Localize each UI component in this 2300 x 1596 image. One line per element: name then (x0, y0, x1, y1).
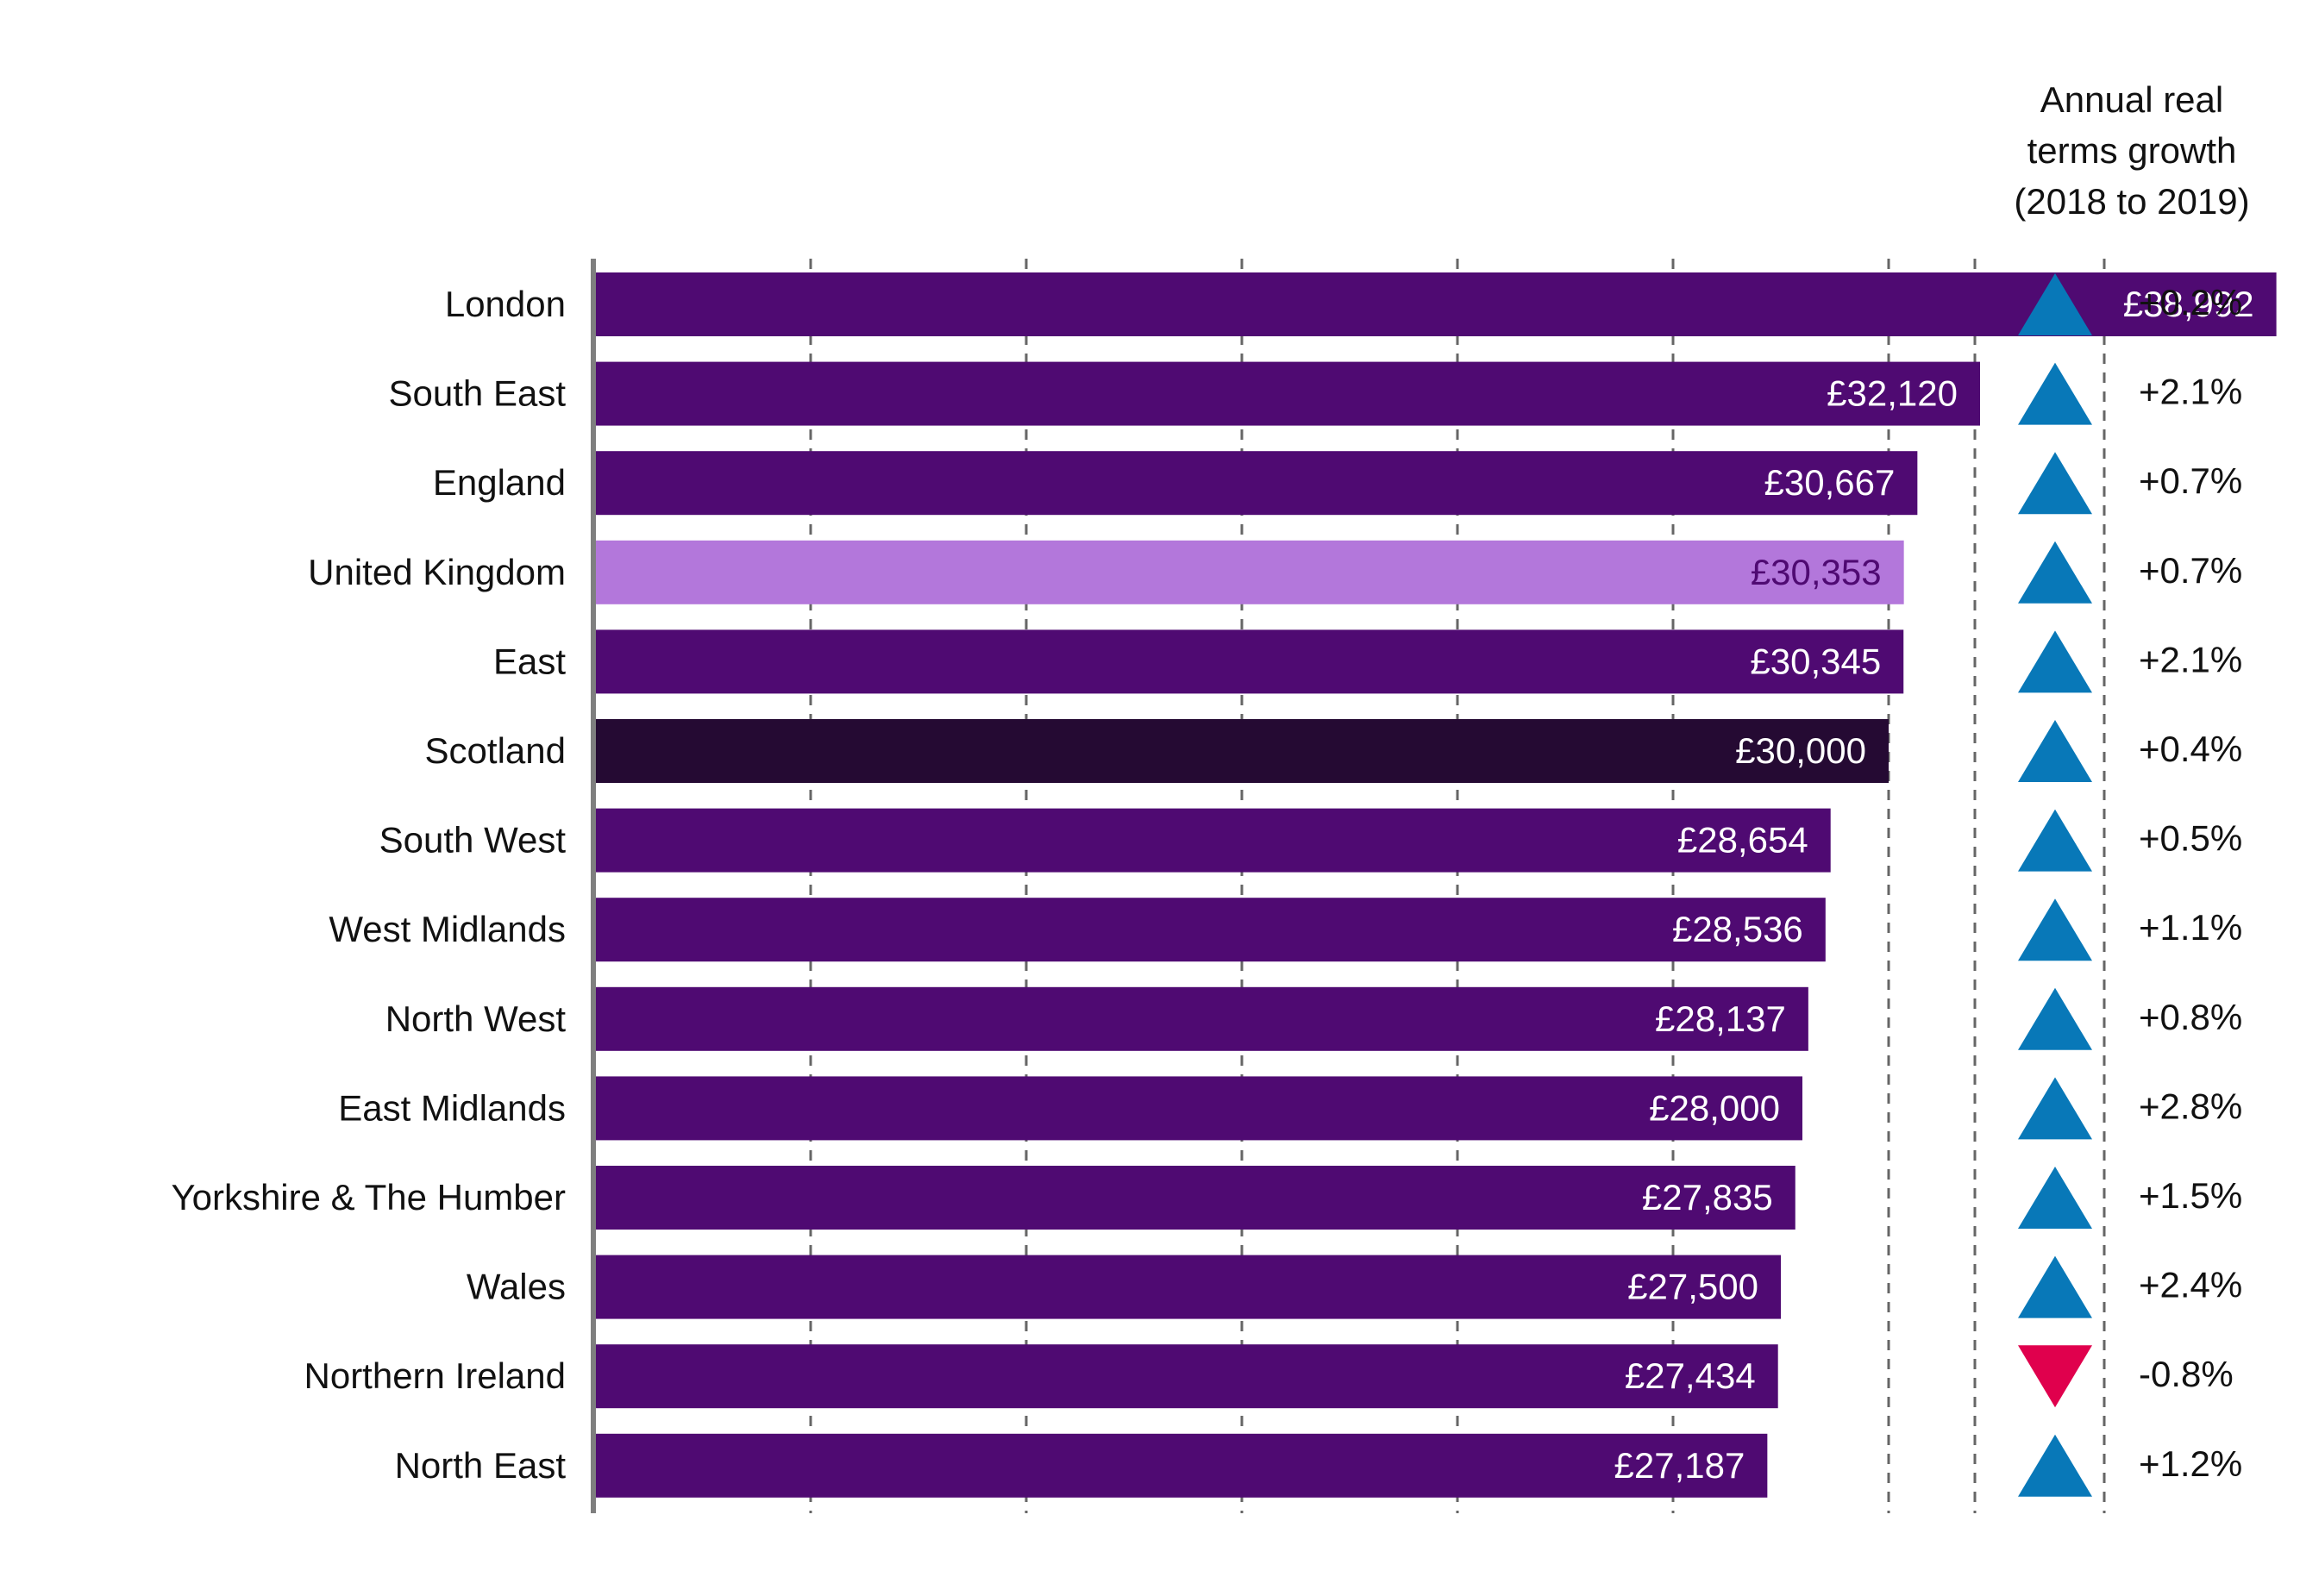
category-label-england: England (433, 462, 566, 503)
up-triangle-icon-south-east (2018, 362, 2092, 425)
down-triangle-icon-northern-ireland (2018, 1345, 2092, 1408)
category-label-east-midlands: East Midlands (338, 1087, 566, 1128)
up-triangle-icon-north-east (2018, 1434, 2092, 1497)
growth-label-south-east: +2.1% (2139, 372, 2242, 412)
value-label-south-east: £32,120 (1827, 373, 1958, 414)
value-label-england: £30,667 (1764, 462, 1896, 503)
bar-north-west (595, 986, 1808, 1051)
value-label-south-west: £28,654 (1677, 820, 1808, 861)
growth-label-england: +0.7% (2139, 460, 2242, 501)
bar-northern-ireland (595, 1344, 1778, 1409)
up-triangle-icon-south-west (2018, 809, 2092, 872)
category-label-north-east: North East (395, 1445, 567, 1486)
up-triangle-icon-united-kingdom (2018, 541, 2092, 604)
value-label-east-midlands: £28,000 (1649, 1087, 1780, 1128)
category-label-scotland: Scotland (425, 730, 566, 771)
category-label-east: East (493, 641, 566, 681)
value-label-london: £38,992 (2123, 284, 2254, 324)
bar-england (595, 451, 1918, 516)
bar-south-west (595, 808, 1831, 873)
growth-label-west-midlands: +1.1% (2139, 907, 2242, 948)
category-label-united-kingdom: United Kingdom (308, 552, 566, 592)
up-triangle-icon-east (2018, 630, 2092, 693)
growth-header-line: terms growth (2027, 130, 2237, 171)
category-label-west-midlands: West Midlands (329, 909, 566, 949)
value-label-northern-ireland: £27,434 (1625, 1355, 1756, 1396)
up-triangle-icon-scotland (2018, 720, 2092, 782)
up-triangle-icon-yorkshire-and-the-humber (2018, 1167, 2092, 1229)
category-label-north-west: North West (385, 998, 567, 1039)
bar-east (595, 629, 1904, 694)
value-label-west-midlands: £28,536 (1672, 909, 1803, 949)
bar-london (595, 272, 2277, 336)
category-label-northern-ireland: Northern Ireland (304, 1355, 567, 1396)
growth-label-wales: +2.4% (2139, 1265, 2242, 1305)
category-label-london: London (445, 284, 566, 324)
up-triangle-icon-london (2018, 273, 2092, 335)
value-label-scotland: £30,000 (1735, 730, 1866, 771)
value-labels: £38,992 £32,120 £30,667 £30,353 £30,345 £30,0… (1614, 284, 2254, 1486)
category-label-south-east: South East (389, 373, 567, 414)
value-label-north-east: £27,187 (1614, 1445, 1745, 1486)
value-label-wales: £27,500 (1627, 1267, 1758, 1307)
gridlines (809, 259, 2106, 1513)
growth-column-header: Annual real terms growth (2018 to 2019) (2014, 79, 2249, 222)
category-label-wales: Wales (467, 1267, 566, 1307)
growth-label-north-west: +0.8% (2139, 997, 2242, 1037)
category-label-yorkshire-and-the-humber: Yorkshire & The Humber (171, 1177, 566, 1217)
growth-label-united-kingdom: +0.7% (2139, 550, 2242, 591)
value-label-east: £30,345 (1750, 641, 1881, 681)
up-triangle-icon-west-midlands (2018, 898, 2092, 961)
bar-north-east (595, 1433, 1768, 1498)
growth-header-line: (2018 to 2019) (2014, 181, 2249, 222)
bar-united-kingdom (595, 540, 1904, 604)
value-label-united-kingdom: £30,353 (1751, 552, 1882, 592)
category-labels: London South East England United Kingdom Eas… (171, 284, 566, 1486)
growth-label-yorkshire-and-the-humber: +1.5% (2139, 1175, 2242, 1216)
growth-indicators: +0.2% +2.1% +0.7% +0.7% +2.1% +0.4% +0.5% +1.1%… (2018, 273, 2242, 1497)
bar-yorkshire-and-the-humber (595, 1166, 1796, 1230)
up-triangle-icon-wales (2018, 1255, 2092, 1318)
growth-label-east: +2.1% (2139, 639, 2242, 679)
growth-label-northern-ireland: -0.8% (2139, 1354, 2234, 1394)
bar-scotland (595, 719, 1889, 783)
bar-wales (595, 1255, 1781, 1319)
value-label-north-west: £28,137 (1655, 998, 1786, 1039)
up-triangle-icon-north-west (2018, 987, 2092, 1050)
growth-label-london: +0.2% (2139, 282, 2242, 322)
bar-east-midlands (595, 1076, 1802, 1141)
growth-header-line: Annual real (2040, 79, 2223, 120)
bar-south-east (595, 361, 1980, 426)
growth-label-north-east: +1.2% (2139, 1443, 2242, 1484)
growth-label-east-midlands: +2.8% (2139, 1086, 2242, 1126)
up-triangle-icon-east-midlands (2018, 1077, 2092, 1140)
up-triangle-icon-england (2018, 452, 2092, 515)
growth-label-scotland: +0.4% (2139, 729, 2242, 769)
bar-west-midlands (595, 898, 1826, 962)
growth-label-south-west: +0.5% (2139, 818, 2242, 859)
bars (595, 272, 2277, 1498)
value-label-yorkshire-and-the-humber: £27,835 (1642, 1177, 1773, 1217)
category-label-south-west: South West (379, 820, 567, 861)
